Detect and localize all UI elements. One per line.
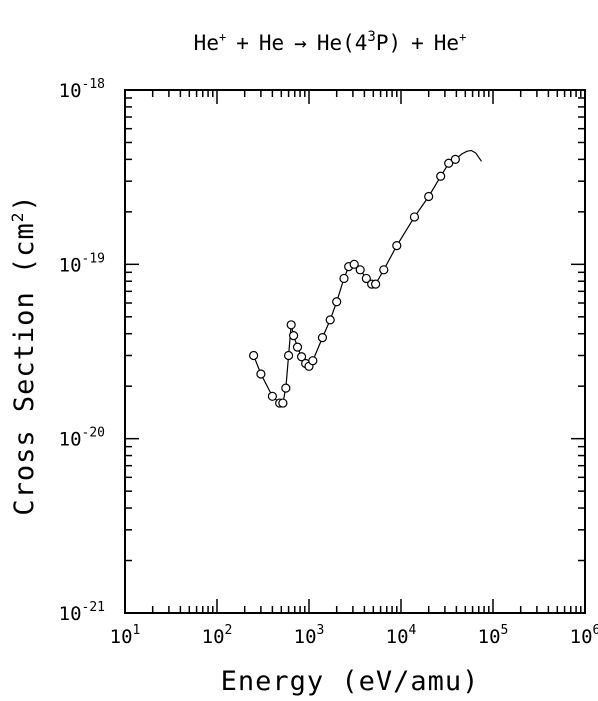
y-tick-label: 10-18 — [59, 77, 105, 102]
y-tick-label: 10-20 — [59, 426, 105, 451]
data-point — [409, 212, 420, 222]
x-tick-label-base: 10 — [202, 626, 225, 648]
data-point — [379, 265, 389, 275]
plot-border — [124, 89, 586, 614]
x-tick-label-exp: 1 — [133, 623, 141, 638]
data-point — [339, 273, 349, 284]
y-tick-label-exp: -19 — [82, 251, 105, 266]
data-point — [267, 391, 277, 401]
y-tick-label-base: 10 — [59, 80, 82, 102]
y-axis-label: Cross Section (cm2) — [8, 194, 40, 515]
x-tick-label: 101 — [110, 623, 141, 648]
x-tick-label-base: 10 — [386, 626, 409, 648]
data-point — [292, 342, 303, 352]
data-point — [424, 191, 434, 202]
x-tick-label-exp: 2 — [225, 623, 233, 638]
x-tick-label-base: 10 — [478, 626, 501, 648]
x-tick-label-exp: 6 — [593, 623, 598, 638]
title-final-charge: + — [459, 30, 466, 44]
title-product: He(4 — [317, 31, 368, 55]
x-axis-label: Energy (eV/amu) — [221, 666, 480, 696]
series-points — [249, 154, 460, 408]
y-tick-label: 10-21 — [59, 600, 105, 625]
x-tick-label-exp: 4 — [409, 623, 417, 638]
title-final: He — [434, 31, 459, 55]
data-point — [249, 350, 259, 361]
data-point — [256, 369, 266, 379]
data-point — [332, 297, 342, 307]
data-point — [296, 352, 307, 362]
title-plus-1: + — [236, 31, 249, 55]
y-tick-label-base: 10 — [59, 603, 82, 625]
y-tick-label-exp: -18 — [82, 77, 105, 92]
x-tick-label: 104 — [386, 623, 417, 648]
title-target: He — [259, 31, 284, 55]
data-point — [444, 158, 454, 168]
y-tick-label-base: 10 — [59, 429, 82, 451]
x-tick-label-exp: 5 — [501, 623, 509, 638]
plot-frame — [124, 89, 586, 614]
x-tick-label: 106 — [570, 623, 598, 648]
title-plus-2: + — [411, 31, 424, 55]
title-product-sup: 3 — [367, 29, 375, 45]
axis-ticks — [124, 90, 585, 614]
y-tick-label: 10-19 — [59, 251, 105, 276]
chart-title: He+ + He → He(43P) + He+ — [194, 29, 467, 55]
title-product-tail: P) — [376, 31, 401, 55]
y-tick-label-base: 10 — [59, 254, 82, 276]
data-point — [361, 273, 371, 284]
data-point — [349, 259, 359, 269]
y-axis-label-sup: 2 — [8, 212, 27, 223]
title-reactant-charge: + — [219, 30, 226, 44]
x-tick-label: 102 — [202, 623, 233, 648]
x-tick-label-base: 10 — [294, 626, 317, 648]
x-tick-label-exp: 3 — [317, 623, 325, 638]
data-point — [286, 320, 296, 330]
data-point — [308, 356, 318, 366]
x-tick-label-base: 10 — [570, 626, 593, 648]
data-point — [355, 265, 365, 275]
data-point — [278, 398, 288, 408]
y-tick-label-exp: -20 — [82, 426, 105, 441]
data-point — [392, 241, 402, 251]
x-tick-label-base: 10 — [110, 626, 133, 648]
title-arrow: → — [294, 31, 307, 55]
data-point — [436, 171, 446, 181]
data-point — [288, 331, 299, 341]
data-point — [325, 315, 335, 325]
y-tick-label-exp: -21 — [82, 600, 105, 615]
y-axis-label-base: Cross Section (cm — [9, 222, 40, 515]
x-tick-label: 105 — [478, 623, 509, 648]
data-point — [317, 332, 328, 343]
data-point — [283, 350, 294, 361]
x-tick-label: 103 — [294, 623, 325, 648]
data-point — [281, 383, 291, 393]
title-reactant: He — [194, 31, 219, 55]
data-point — [371, 279, 381, 289]
y-axis-label-tail: ) — [9, 194, 40, 211]
data-point — [450, 154, 460, 164]
